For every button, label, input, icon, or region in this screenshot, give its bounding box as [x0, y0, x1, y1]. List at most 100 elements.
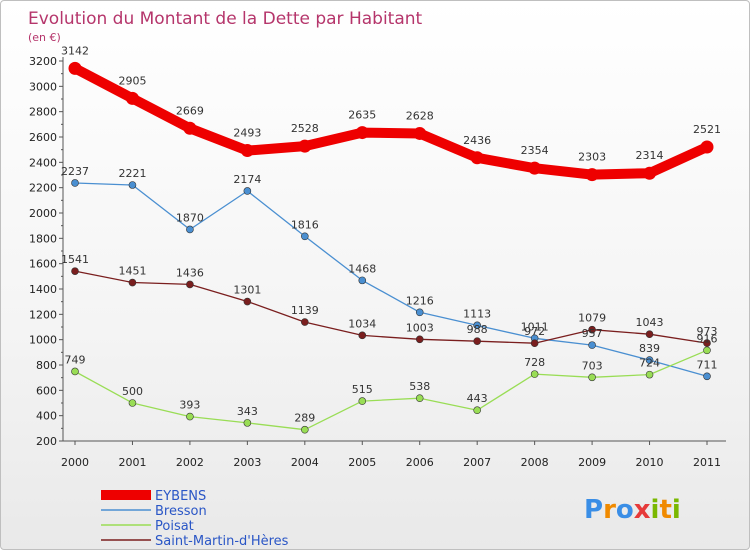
- data-point: [183, 121, 197, 135]
- data-point: [530, 370, 539, 378]
- data-label: 711: [697, 358, 718, 371]
- data-label: 2635: [348, 109, 376, 122]
- y-tick-label: 1400: [29, 283, 57, 296]
- data-label: 3142: [61, 44, 89, 57]
- data-label: 1043: [636, 316, 664, 329]
- y-tick-label: 2600: [29, 131, 57, 144]
- legend-label: Bresson: [155, 504, 207, 519]
- data-point: [71, 267, 79, 275]
- data-label: 2436: [463, 134, 491, 147]
- proxiti-logo: Proxiti: [584, 495, 681, 525]
- data-label: 749: [65, 353, 86, 366]
- data-label: 839: [639, 342, 660, 355]
- data-point: [645, 330, 654, 339]
- y-tick-label: 3200: [29, 55, 57, 68]
- data-label: 1034: [348, 317, 376, 330]
- y-tick-label: 2200: [29, 182, 57, 195]
- data-label: 724: [639, 357, 660, 370]
- y-tick-label: 1000: [29, 334, 57, 347]
- data-label: 289: [294, 412, 315, 425]
- series-line-eybens: [70, 63, 712, 180]
- data-label: 538: [409, 380, 430, 393]
- y-tick-label: 200: [36, 435, 57, 448]
- data-point: [415, 308, 424, 317]
- data-label: 343: [237, 405, 258, 418]
- data-point: [125, 91, 139, 105]
- data-point: [473, 337, 481, 345]
- y-tick-label: 800: [36, 359, 57, 372]
- data-point: [703, 339, 711, 347]
- data-label: 2174: [233, 173, 261, 186]
- data-point: [645, 370, 654, 379]
- legend-label: Poisat: [155, 519, 194, 534]
- data-point: [645, 356, 654, 364]
- data-point: [588, 341, 596, 349]
- x-tick-label: 2010: [636, 456, 664, 469]
- data-label: 2221: [118, 167, 146, 180]
- data-point: [358, 397, 367, 405]
- data-point: [243, 297, 252, 306]
- data-label: 1870: [176, 211, 204, 224]
- data-label: 393: [179, 399, 200, 412]
- data-label: 2628: [406, 109, 434, 122]
- x-tick-label: 2001: [118, 456, 146, 469]
- data-label: 1079: [578, 312, 606, 325]
- data-point: [470, 151, 484, 165]
- data-label: 703: [582, 359, 603, 372]
- data-point: [128, 181, 137, 189]
- data-label: 515: [352, 383, 373, 396]
- data-point: [700, 140, 714, 154]
- y-tick-label: 2400: [29, 156, 57, 169]
- data-point: [186, 280, 194, 289]
- x-tick-label: 2000: [61, 456, 89, 469]
- data-label: 2669: [176, 104, 204, 117]
- data-label: 2493: [233, 127, 261, 140]
- data-label: 1301: [233, 284, 261, 297]
- x-tick-label: 2008: [521, 456, 549, 469]
- x-tick-label: 2002: [176, 456, 204, 469]
- data-point: [71, 179, 79, 187]
- data-label: 2314: [636, 149, 664, 162]
- logo-letter: i: [651, 495, 660, 525]
- series-line-saint-martin-d-h-res: [74, 270, 708, 344]
- series-line-poisat: [74, 349, 708, 431]
- data-point: [243, 419, 252, 427]
- data-point: [703, 372, 711, 381]
- data-label: 1011: [521, 320, 549, 333]
- legend-label: Saint-Martin-d'Hères: [155, 534, 289, 549]
- x-tick-label: 2011: [693, 456, 721, 469]
- data-point: [528, 161, 542, 175]
- data-label: 972: [524, 325, 545, 338]
- logo-letter: o: [616, 495, 634, 525]
- x-tick-label: 2004: [291, 456, 319, 469]
- data-point: [585, 168, 599, 182]
- y-tick-label: 400: [36, 410, 57, 423]
- data-point: [358, 331, 367, 340]
- data-point: [128, 399, 137, 407]
- data-label: 1816: [291, 218, 319, 231]
- y-tick-label: 3000: [29, 80, 57, 93]
- data-point: [298, 139, 312, 153]
- data-point: [128, 278, 137, 287]
- y-tick-label: 2000: [29, 207, 57, 220]
- data-label: 2237: [61, 165, 89, 178]
- legend-label: EYBENS: [155, 489, 206, 504]
- x-tick-label: 2007: [463, 456, 491, 469]
- data-point: [186, 412, 194, 421]
- data-label: 1451: [118, 265, 146, 278]
- data-point: [415, 394, 424, 402]
- data-label: 1003: [406, 321, 434, 334]
- data-point: [643, 166, 657, 180]
- data-point: [530, 339, 539, 348]
- data-label: 443: [467, 392, 488, 405]
- series-line-bresson: [74, 182, 708, 377]
- x-tick-label: 2005: [348, 456, 376, 469]
- data-point: [473, 321, 481, 330]
- data-label: 916: [697, 332, 718, 345]
- data-point: [588, 325, 596, 334]
- x-tick-label: 2009: [578, 456, 606, 469]
- data-label: 1541: [61, 253, 89, 266]
- data-point: [240, 144, 254, 158]
